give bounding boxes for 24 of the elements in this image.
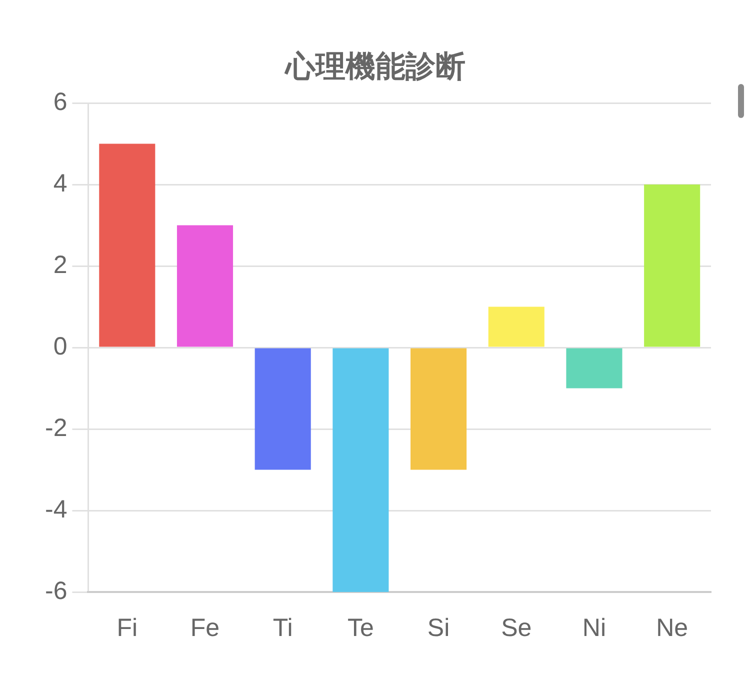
bar: [488, 306, 544, 347]
x-tick-label: Ti: [272, 614, 293, 642]
y-tick-label: -4: [44, 495, 68, 524]
y-tick-label: 4: [53, 169, 68, 198]
x-tick-label: Ni: [582, 614, 606, 642]
x-tick-label: Fi: [116, 614, 138, 642]
bar: [254, 348, 311, 470]
x-tick-label: Ne: [656, 614, 688, 642]
y-tick-label: -6: [44, 576, 68, 605]
x-tick-label: Te: [347, 614, 374, 642]
bar: [566, 348, 622, 388]
x-tick-label: Fe: [190, 614, 220, 642]
y-tick-label: -2: [44, 414, 68, 442]
bar: [99, 144, 156, 347]
y-tick-label: 0: [53, 332, 68, 360]
y-tick-label: 6: [53, 88, 68, 116]
bar: [644, 184, 700, 347]
bar: [332, 348, 389, 592]
chart-title: 心理機能診断: [284, 49, 466, 84]
y-tick-label: 2: [53, 250, 68, 279]
x-tick-label: Si: [427, 614, 450, 642]
bar: [410, 348, 467, 470]
x-tick-label: Se: [501, 614, 532, 642]
bar: [176, 225, 234, 347]
